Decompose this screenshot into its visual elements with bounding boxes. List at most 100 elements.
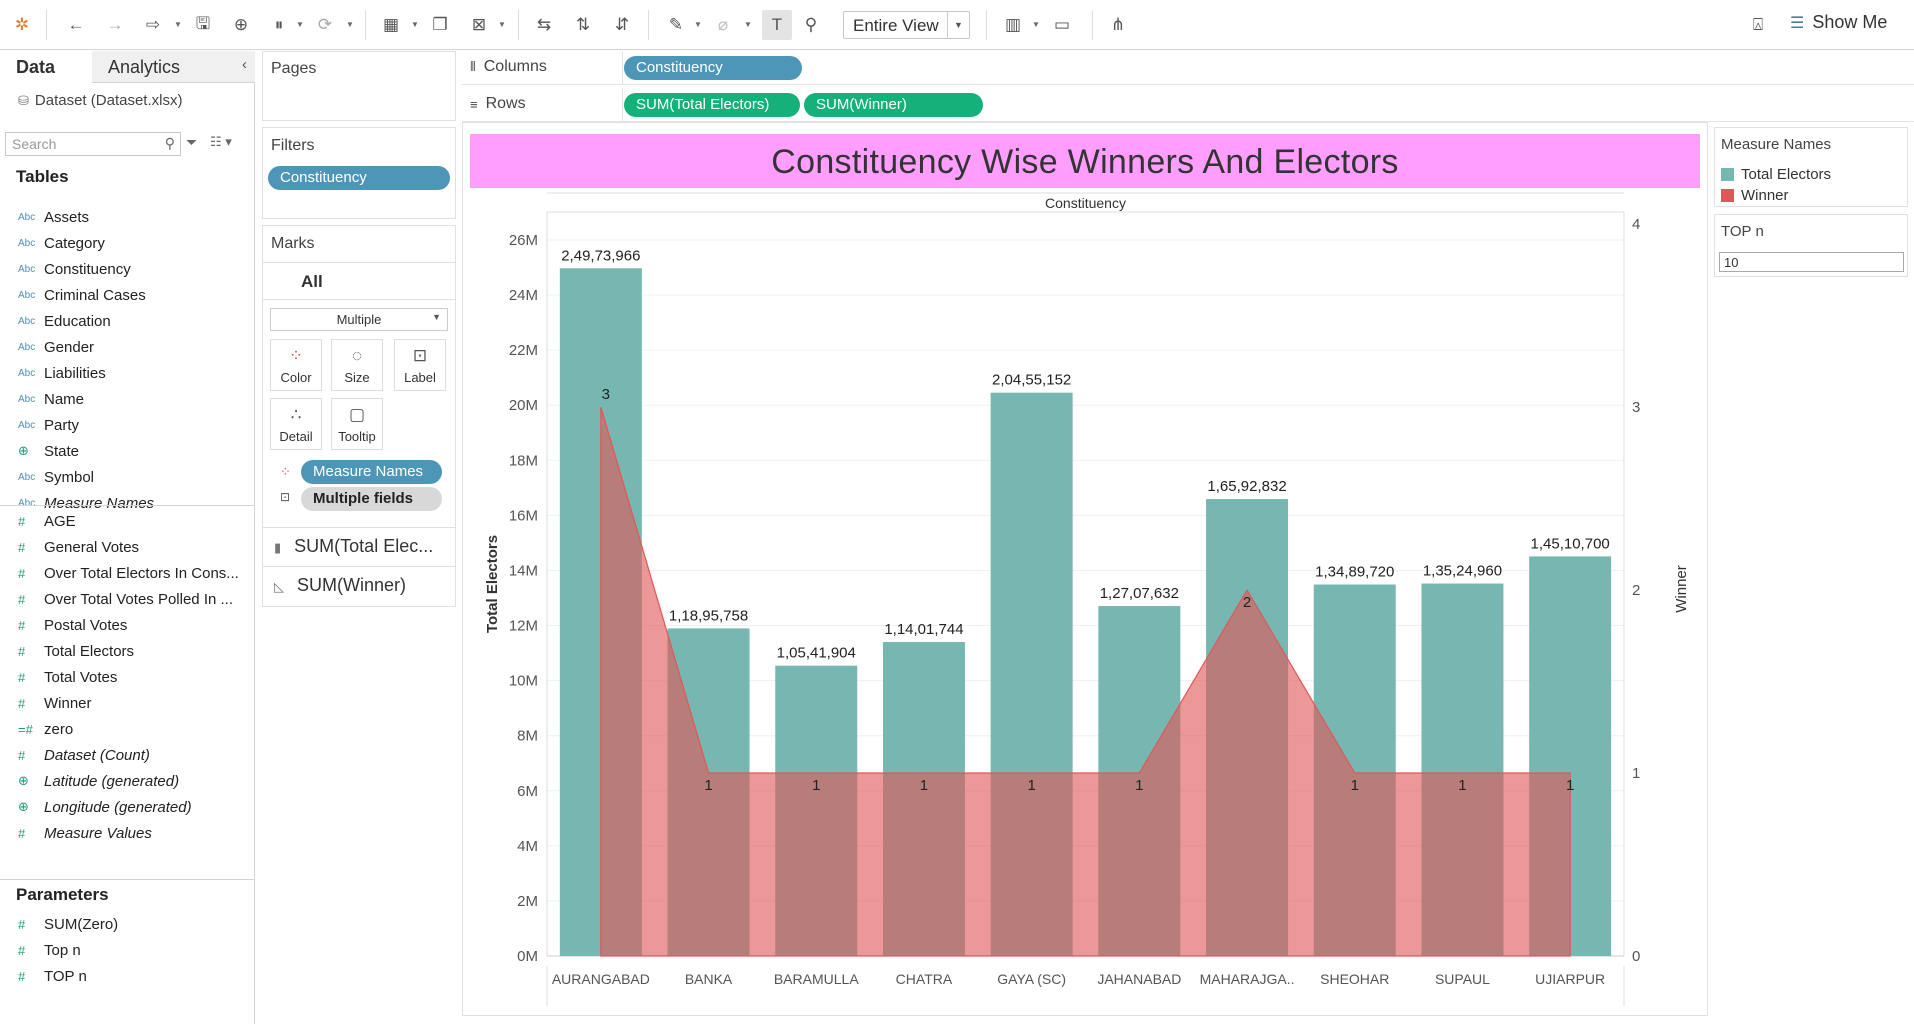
field-state[interactable]: ⊕ State: [18, 441, 79, 461]
collapse-pane-icon[interactable]: ‹: [242, 56, 247, 73]
chevron-down-icon[interactable]: ▼: [947, 12, 969, 38]
tooltip-button[interactable]: ▢ Tooltip: [331, 398, 383, 450]
field-top-n[interactable]: # TOP n: [18, 966, 87, 986]
filter-pill-constituency[interactable]: Constituency: [268, 166, 450, 190]
marks-row-winner[interactable]: ◺ SUM(Winner): [262, 566, 456, 604]
field-age[interactable]: # AGE: [18, 511, 76, 531]
replay-icon[interactable]: ⇨: [145, 15, 161, 34]
show-cards-icon[interactable]: ▥: [1004, 15, 1022, 34]
group-caret-icon[interactable]: ▼: [744, 20, 752, 29]
view-options-icon[interactable]: ☷ ▾: [210, 134, 232, 149]
refresh-caret-icon[interactable]: ▼: [346, 20, 354, 29]
search-input[interactable]: Search ⚲: [5, 132, 181, 156]
show-mark-labels-icon[interactable]: T: [762, 10, 792, 40]
field-education[interactable]: Abc Education: [18, 311, 111, 331]
field-label: Over Total Electors In Cons...: [44, 564, 239, 582]
number-type-icon: #: [18, 825, 26, 841]
field-postal-votes[interactable]: # Postal Votes: [18, 615, 127, 635]
highlight-icon[interactable]: ✎: [668, 15, 684, 34]
toolbar-separator: [365, 10, 366, 40]
field-latitude-generated[interactable]: ⊕ Latitude (generated): [18, 771, 179, 791]
field-measure-names[interactable]: Abc Measure Names: [18, 493, 154, 513]
mark-type-dropdown[interactable]: Multiple ▼: [270, 308, 448, 331]
rows-shelf[interactable]: ≡ Rows SUM(Total Electors) SUM(Winner): [462, 88, 1914, 122]
detail-button[interactable]: ∴ Detail: [270, 398, 322, 450]
label-pill-multiple-fields[interactable]: Multiple fields: [301, 487, 442, 511]
filters-title: Filters: [271, 137, 315, 154]
topn-input[interactable]: [1719, 252, 1904, 272]
legend-title: Measure Names: [1721, 136, 1832, 153]
field-party[interactable]: Abc Party: [18, 415, 79, 435]
tableau-logo-icon[interactable]: ✲: [14, 15, 30, 34]
field-total-electors[interactable]: # Total Electors: [18, 641, 134, 661]
field-longitude-generated[interactable]: ⊕ Longitude (generated): [18, 797, 192, 817]
share-icon[interactable]: ⋔: [1110, 15, 1126, 34]
duplicate-sheet-icon[interactable]: ❐: [432, 15, 448, 34]
sort-descending-icon[interactable]: ⇵: [614, 15, 630, 34]
field-total-votes[interactable]: # Total Votes: [18, 667, 117, 687]
field-constituency[interactable]: Abc Constituency: [18, 259, 131, 279]
field-assets[interactable]: Abc Assets: [18, 207, 89, 227]
fit-dropdown[interactable]: Entire View ▼: [843, 11, 970, 39]
save-icon[interactable]: 🖫: [195, 13, 211, 33]
color-button[interactable]: ⁘ Color: [270, 339, 322, 391]
filter-fields-icon[interactable]: ⏷: [186, 134, 198, 150]
pause-updates-icon[interactable]: ⏸: [274, 15, 284, 34]
highlight-caret-icon[interactable]: ▼: [694, 20, 702, 29]
field-liabilities[interactable]: Abc Liabilities: [18, 363, 106, 383]
pages-card[interactable]: Pages: [262, 51, 456, 121]
color-legend[interactable]: Measure Names Total Electors Winner: [1714, 127, 1908, 207]
tab-data[interactable]: Data: [16, 57, 56, 77]
tab-analytics[interactable]: Analytics ‹: [92, 51, 255, 83]
field-criminal-cases[interactable]: Abc Criminal Cases: [18, 285, 146, 305]
size-button[interactable]: ◌ Size: [331, 339, 383, 391]
columns-pill-constituency[interactable]: Constituency: [624, 56, 802, 80]
fix-axes-icon[interactable]: ⚲: [804, 15, 818, 34]
datasource-item[interactable]: ⛁ Dataset (Dataset.xlsx): [18, 92, 182, 109]
field-symbol[interactable]: Abc Symbol: [18, 467, 94, 487]
field-dataset-count[interactable]: # Dataset (Count): [18, 745, 150, 765]
color-pill-measure-names[interactable]: Measure Names: [301, 460, 442, 484]
filters-card[interactable]: Filters Constituency: [262, 127, 456, 219]
sort-ascending-icon[interactable]: ⇅: [575, 15, 591, 34]
field-gender[interactable]: Abc Gender: [18, 337, 94, 357]
field-top-n[interactable]: # Top n: [18, 940, 81, 960]
undo-icon[interactable]: ←: [67, 15, 85, 34]
legend-item-label: Winner: [1741, 187, 1789, 204]
new-worksheet-caret-icon[interactable]: ▼: [411, 20, 419, 29]
field-over-total-electors-in-cons[interactable]: # Over Total Electors In Cons...: [18, 563, 239, 583]
new-datasource-icon[interactable]: ⊕: [233, 15, 249, 34]
field-sum-zero[interactable]: # SUM(Zero): [18, 914, 118, 934]
show-me-button[interactable]: ☰ Show Me: [1790, 12, 1887, 33]
swap-rows-columns-icon[interactable]: ⇆: [536, 15, 552, 34]
clear-caret-icon[interactable]: ▼: [498, 20, 506, 29]
pause-caret-icon[interactable]: ▼: [296, 20, 304, 29]
columns-shelf[interactable]: ⦀ Columns Constituency: [462, 51, 1914, 85]
format-painter-icon[interactable]: ⍓: [1752, 15, 1764, 34]
clear-sheet-icon[interactable]: ⊠: [471, 15, 487, 34]
field-zero[interactable]: =# zero: [18, 719, 73, 739]
legend-item-winner[interactable]: Winner: [1721, 187, 1789, 204]
show-cards-caret-icon[interactable]: ▼: [1032, 20, 1040, 29]
redo-icon[interactable]: →: [106, 15, 124, 34]
field-name[interactable]: Abc Name: [18, 389, 84, 409]
replay-caret-icon[interactable]: ▼: [174, 20, 182, 29]
rows-pill-total-electors[interactable]: SUM(Total Electors): [624, 93, 800, 117]
size-icon: ◌: [351, 346, 363, 365]
group-members-icon[interactable]: ⌀: [717, 15, 729, 34]
field-winner[interactable]: # Winner: [18, 693, 92, 713]
field-category[interactable]: Abc Category: [18, 233, 105, 253]
field-over-total-votes-polled-in[interactable]: # Over Total Votes Polled In ...: [18, 589, 233, 609]
presentation-mode-icon[interactable]: ▭: [1053, 15, 1071, 34]
number-type-icon: #: [18, 747, 26, 763]
label-button[interactable]: ⊡ Label: [394, 339, 446, 391]
new-worksheet-icon[interactable]: ▦: [382, 15, 400, 34]
field-label: Category: [44, 234, 105, 252]
marks-row-total-electors[interactable]: ▮ SUM(Total Elec...: [262, 527, 456, 565]
legend-item-total-electors[interactable]: Total Electors: [1721, 166, 1831, 183]
field-measure-values[interactable]: # Measure Values: [18, 823, 152, 843]
rows-pill-winner[interactable]: SUM(Winner): [804, 93, 983, 117]
field-general-votes[interactable]: # General Votes: [18, 537, 139, 557]
refresh-icon[interactable]: ⟳: [317, 15, 333, 34]
marks-all-row[interactable]: All: [263, 262, 455, 300]
